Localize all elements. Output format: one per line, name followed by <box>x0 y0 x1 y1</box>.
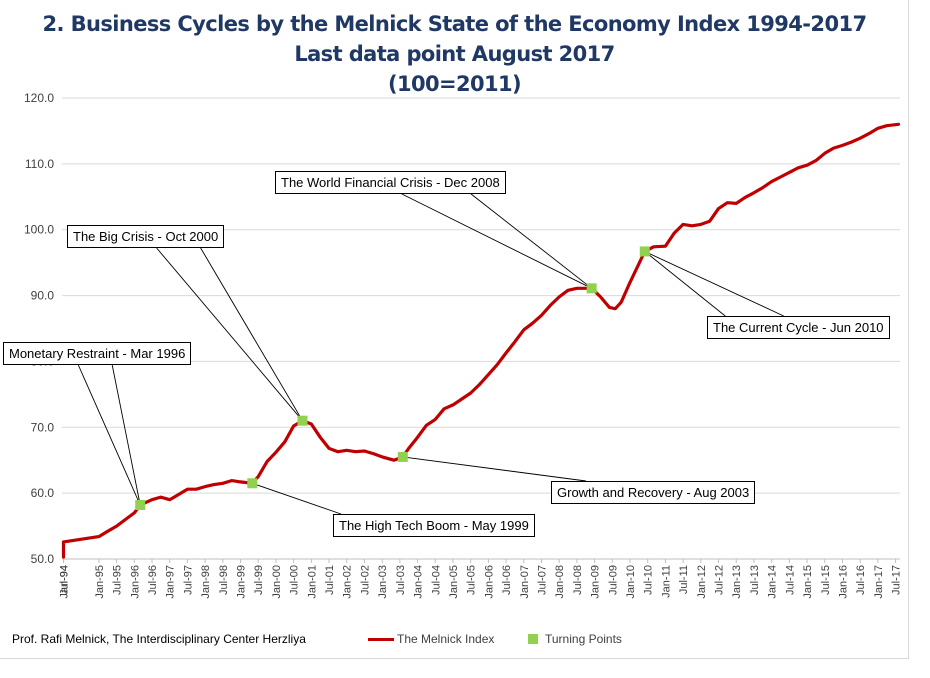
turning-point-marker <box>586 283 597 294</box>
annotation-leader-line <box>644 251 726 317</box>
x-tick-label: Jul-01 <box>324 565 336 595</box>
annotation-leader-line <box>470 193 592 289</box>
annotation-leader-line <box>402 456 587 482</box>
x-tick-label: Jan-11 <box>660 565 672 598</box>
y-tick-label: 120.0 <box>24 91 54 105</box>
legend-square-swatch <box>528 634 538 644</box>
turning-point-marker <box>297 415 308 426</box>
y-tick-label: 100.0 <box>24 223 54 237</box>
x-tick-label: Jul-09 <box>607 565 619 595</box>
x-tick-label: Jul-12 <box>714 565 726 595</box>
x-tick-label: Jul-14 <box>784 565 796 595</box>
x-tick-label: Jan-03 <box>377 565 389 599</box>
annotation-leader-line <box>156 247 303 421</box>
annotation-big-crisis: The Big Crisis - Oct 2000 <box>67 225 225 248</box>
x-tick-label: Jan-98 <box>200 565 212 599</box>
annotation-growth-recovery: Growth and Recovery - Aug 2003 <box>551 481 756 504</box>
x-tick-label: Jul-96 <box>147 565 159 595</box>
x-tick-label: Jul-15 <box>820 565 832 595</box>
legend-line-swatch <box>368 638 394 641</box>
x-tick-label: Jul-16 <box>855 565 867 595</box>
x-tick-label: Jan-07 <box>519 565 531 599</box>
x-tick-label: Jan-04 <box>413 565 425 599</box>
annotation-high-tech-boom: The High Tech Boom - May 1999 <box>333 514 535 537</box>
x-tick-label: Jul-11 <box>678 565 690 594</box>
x-tick-label: Jul-08 <box>572 565 584 595</box>
x-tick-label: Jan-97 <box>165 565 177 599</box>
chart-title: 2. Business Cycles by the Melnick State … <box>42 12 868 36</box>
annotation-leader-line <box>644 251 784 317</box>
x-tick-label: Jan-13 <box>731 565 743 599</box>
x-tick-label: Jul-00 <box>289 565 301 595</box>
x-tick-label: Jul-13 <box>749 565 761 595</box>
x-tick-label: Jul-06 <box>501 565 513 595</box>
x-tick-label: Jan-01 <box>306 565 318 599</box>
series-line-melnick-index <box>61 122 901 559</box>
turning-point-marker <box>247 478 258 489</box>
chart-base-note: (100=2011) <box>387 72 522 96</box>
x-tick-label: Jul-07 <box>536 565 548 595</box>
x-tick-label: Jan-06 <box>483 565 495 599</box>
x-tick-label: Jan-16 <box>837 565 849 599</box>
y-tick-label: 70.0 <box>31 420 55 434</box>
series-layer <box>61 122 901 559</box>
annotation-leader-lines <box>77 193 784 515</box>
x-tick-label: Jan-96 <box>129 565 141 599</box>
turning-point-marker <box>135 499 146 510</box>
x-tick-label: Jul-10 <box>643 565 655 595</box>
x-tick-label: Jan-05 <box>448 565 460 599</box>
x-tick-label: Jan-15 <box>802 565 814 599</box>
x-tick-label: Jul-05 <box>466 565 478 595</box>
x-tick-label: Jan-02 <box>342 565 354 599</box>
x-tick-label: Jul-04 <box>430 565 442 595</box>
x-tick-label: Jul-97 <box>182 565 194 595</box>
x-tick-label: Jul-94 <box>58 565 70 595</box>
y-tick-label: 60.0 <box>31 486 55 500</box>
y-tick-label: 110.0 <box>25 157 54 171</box>
x-tick-label: Jul-03 <box>395 565 407 595</box>
chart-frame <box>0 0 909 659</box>
x-tick-label: Jan-08 <box>554 565 566 599</box>
x-tick-label: Jul-17 <box>891 565 903 595</box>
x-tick-label: Jan-99 <box>236 565 248 599</box>
y-tick-label: 50.0 <box>31 552 55 566</box>
annotation-leader-line <box>111 364 141 506</box>
chart-credit: Prof. Rafi Melnick, The Interdisciplinar… <box>12 632 306 646</box>
annotation-leader-line <box>77 364 141 506</box>
x-tick-label: Jan-00 <box>271 565 283 599</box>
legend-melnick-index: The Melnick Index <box>397 632 495 646</box>
annotation-world-financial-crisis: The World Financial Crisis - Dec 2008 <box>275 171 506 194</box>
annotation-monetary-restraint: Monetary Restraint - Mar 1996 <box>3 342 192 365</box>
x-tick-label: Jul-95 <box>112 565 124 595</box>
y-tick-label: 90.0 <box>31 289 55 303</box>
x-tick-label: Jan-10 <box>625 565 637 599</box>
x-tick-label: Jul-02 <box>359 565 371 595</box>
x-tick-label: Jan-95 <box>94 565 106 599</box>
annotation-leader-line <box>200 247 303 421</box>
x-tick-label: Jan-94 <box>58 565 70 599</box>
x-tick-label: Jan-17 <box>873 565 885 599</box>
annotation-leader-line <box>401 193 592 289</box>
chart-subtitle: Last data point August 2017 <box>294 42 615 66</box>
x-tick-label: Jan-12 <box>696 565 708 599</box>
x-tick-label: Jul-99 <box>253 565 265 595</box>
annotation-current-cycle: The Current Cycle - Jun 2010 <box>707 316 890 339</box>
x-tick-label: Jul-98 <box>218 565 230 595</box>
annotation-leader-line <box>252 482 342 515</box>
turning-point-marker <box>639 246 650 257</box>
x-tick-label: Jan-09 <box>590 565 602 599</box>
legend-turning-points: Turning Points <box>545 632 622 646</box>
x-tick-label: Jan-14 <box>767 565 779 599</box>
turning-point-marker <box>397 451 408 462</box>
